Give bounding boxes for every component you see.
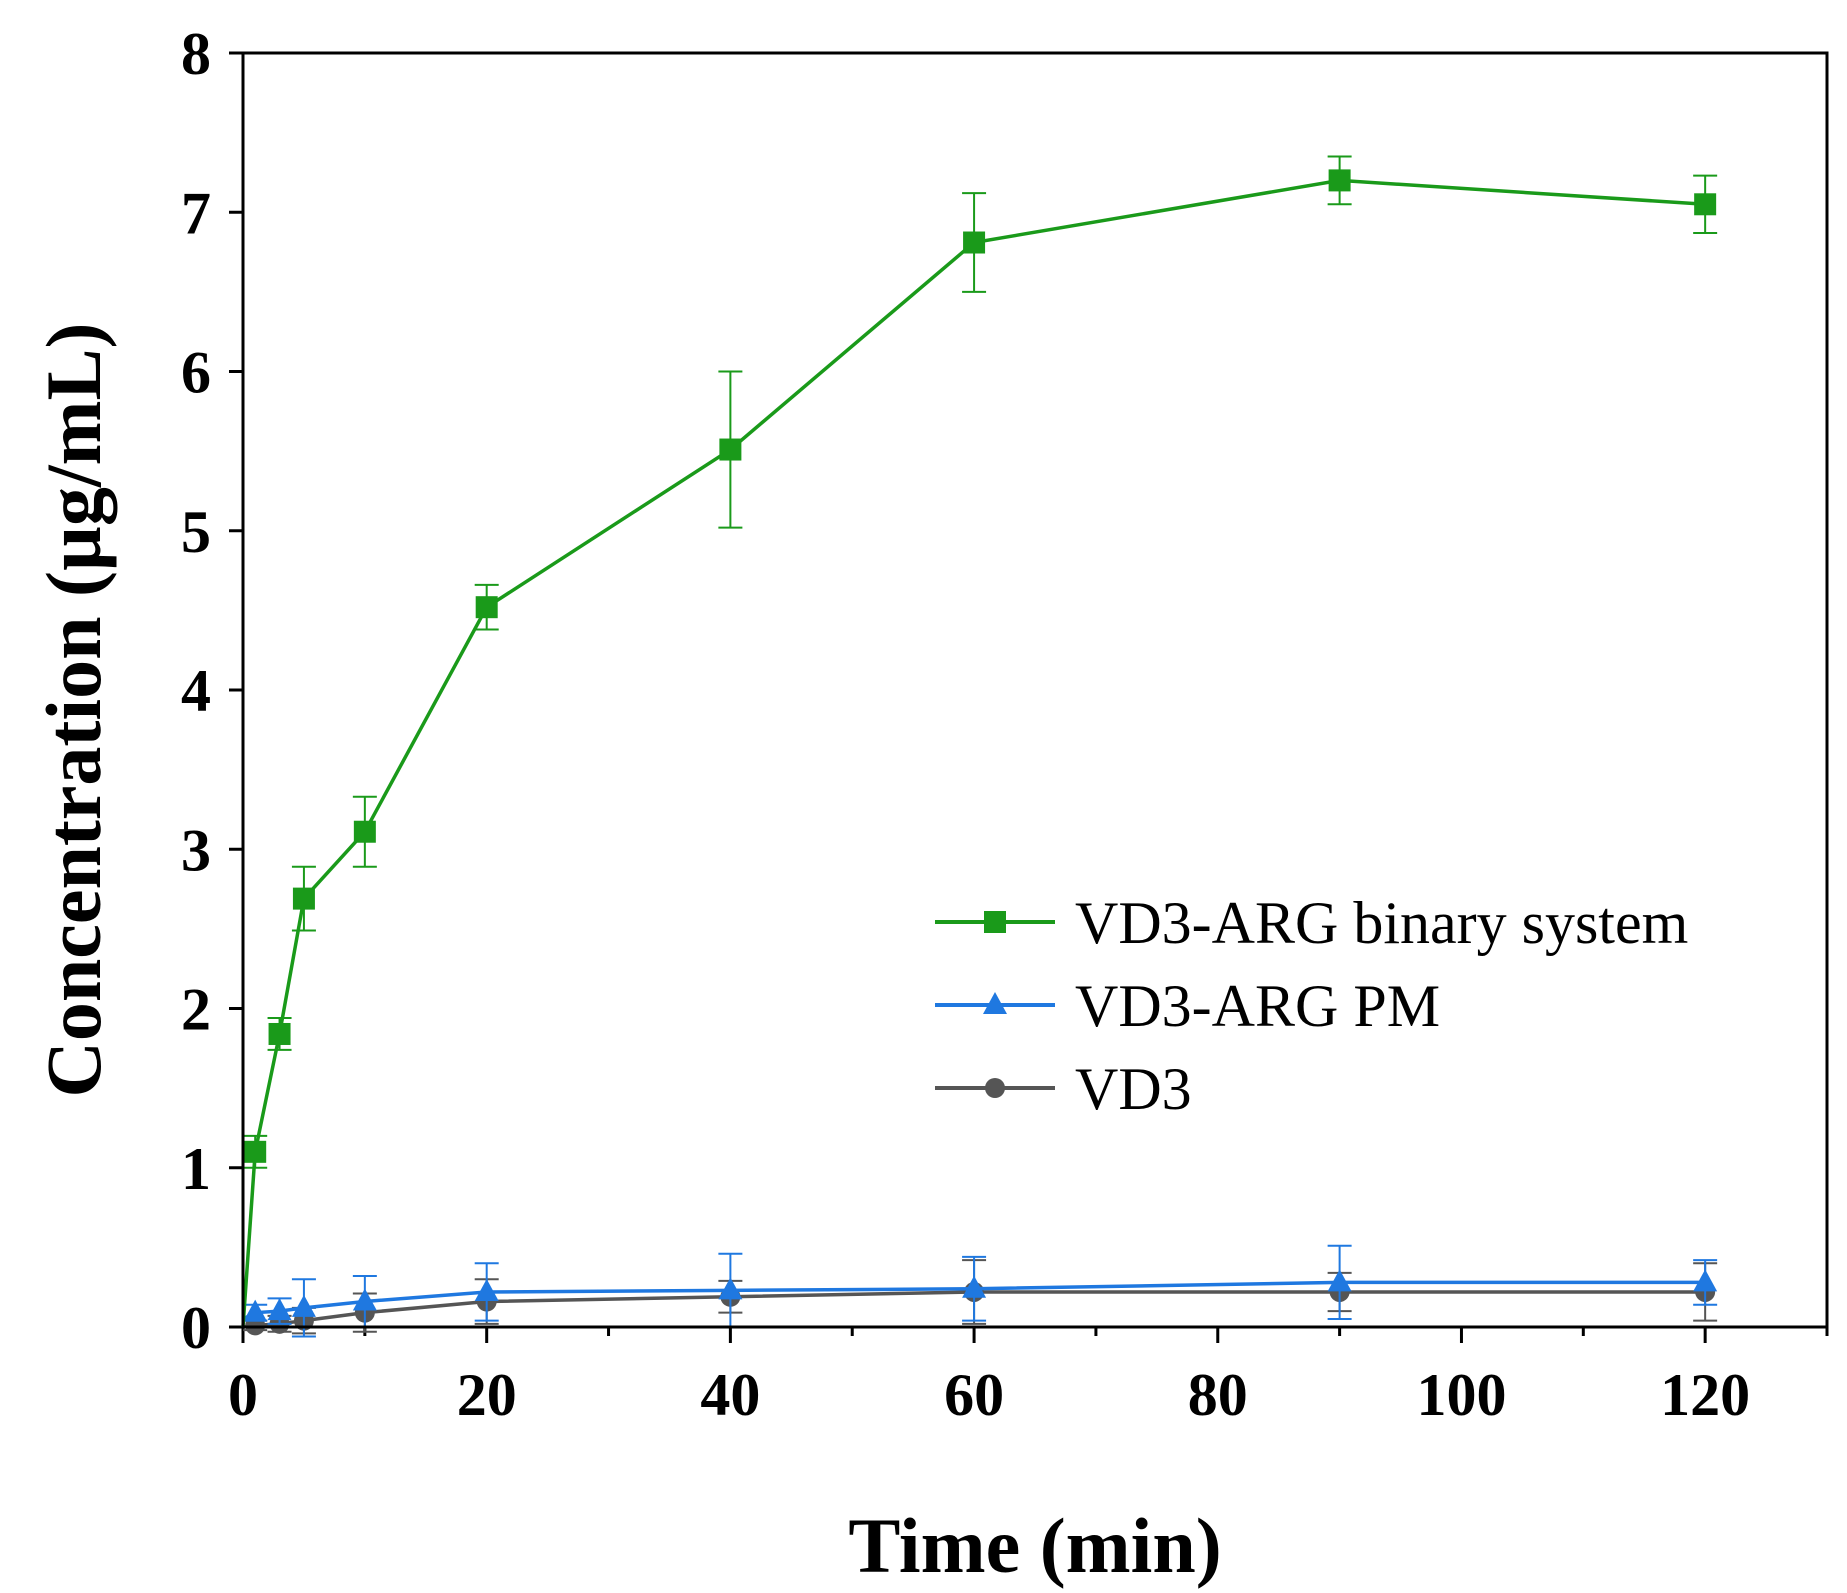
plot-frame bbox=[241, 51, 1829, 1329]
data-point bbox=[352, 1288, 377, 1311]
legend-item: VD3-ARG PM bbox=[935, 973, 1440, 1039]
x-tick-label: 20 bbox=[457, 1362, 517, 1428]
x-tick-label: 120 bbox=[1660, 1362, 1750, 1428]
legend-item: VD3 bbox=[935, 1056, 1192, 1122]
data-point bbox=[291, 1294, 316, 1317]
y-tick-label: 0 bbox=[181, 1295, 211, 1361]
data-point bbox=[244, 1140, 267, 1163]
x-tick-label: 100 bbox=[1416, 1362, 1506, 1428]
data-point bbox=[353, 820, 376, 843]
data-point bbox=[267, 1298, 292, 1321]
data-point bbox=[292, 887, 315, 910]
data-point bbox=[1328, 169, 1351, 192]
data-point bbox=[268, 1022, 291, 1045]
y-tick-label: 2 bbox=[181, 977, 211, 1043]
legend-marker bbox=[984, 911, 1006, 933]
data-point bbox=[1327, 1269, 1352, 1292]
data-point bbox=[963, 231, 986, 254]
y-tick-label: 4 bbox=[181, 658, 211, 724]
y-tick-label: 8 bbox=[181, 21, 211, 87]
data-point bbox=[962, 1275, 987, 1298]
legend-marker bbox=[983, 992, 1007, 1014]
legend-item: VD3-ARG binary system bbox=[935, 890, 1688, 956]
data-point bbox=[475, 596, 498, 619]
series-line bbox=[241, 178, 1706, 1328]
x-axis-title: Time (min) bbox=[848, 1502, 1221, 1589]
legend-label: VD3-ARG PM bbox=[1075, 973, 1440, 1039]
data-point bbox=[719, 438, 742, 461]
y-tick-label: 6 bbox=[181, 340, 211, 406]
series-line bbox=[242, 1290, 1706, 1329]
legend-label: VD3-ARG binary system bbox=[1075, 890, 1688, 956]
series-line bbox=[242, 1280, 1706, 1321]
y-tick-label: 7 bbox=[181, 180, 211, 246]
y-tick-label: 5 bbox=[181, 499, 211, 565]
series-vd3-arg-binary-system bbox=[241, 155, 1718, 1328]
y-tick-label: 1 bbox=[181, 1136, 211, 1202]
y-tick-label: 3 bbox=[181, 817, 211, 883]
legend-marker bbox=[985, 1078, 1005, 1098]
data-point bbox=[1693, 1269, 1718, 1292]
data-point bbox=[718, 1277, 743, 1300]
data-point bbox=[474, 1278, 499, 1301]
data-point bbox=[243, 1299, 268, 1322]
data-point bbox=[1694, 193, 1717, 216]
series-layer bbox=[241, 155, 1718, 1338]
x-tick-label: 0 bbox=[228, 1362, 258, 1428]
legend: VD3-ARG binary system VD3-ARG PM VD3 bbox=[935, 890, 1688, 1122]
y-axis-title: Concentration (µg/mL) bbox=[30, 322, 117, 1097]
x-tick-label: 40 bbox=[700, 1362, 760, 1428]
x-tick-label: 80 bbox=[1188, 1362, 1248, 1428]
x-tick-label: 60 bbox=[944, 1362, 1004, 1428]
legend-label: VD3 bbox=[1075, 1056, 1192, 1122]
